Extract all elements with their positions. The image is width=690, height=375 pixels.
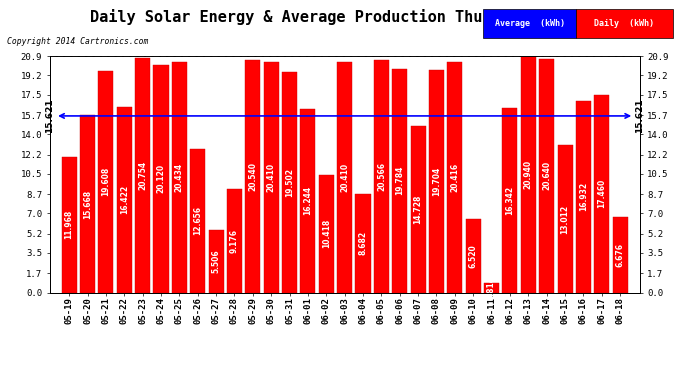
Bar	[484, 283, 499, 292]
Text: 20.566: 20.566	[377, 162, 386, 191]
Text: 0.814: 0.814	[487, 276, 496, 300]
Bar	[190, 150, 205, 292]
Bar	[99, 71, 113, 292]
Text: 20.540: 20.540	[248, 162, 257, 191]
Bar	[466, 219, 481, 292]
Bar	[319, 175, 334, 292]
Text: 10.418: 10.418	[322, 219, 331, 248]
Bar	[264, 62, 279, 292]
Text: Daily  (kWh): Daily (kWh)	[595, 19, 654, 28]
Text: 20.410: 20.410	[267, 163, 276, 192]
Bar	[613, 217, 628, 292]
Text: 13.012: 13.012	[560, 204, 569, 234]
Bar	[502, 108, 518, 292]
Text: 16.244: 16.244	[304, 186, 313, 215]
Bar	[429, 70, 444, 292]
Text: 16.342: 16.342	[506, 186, 515, 215]
Text: 6.520: 6.520	[469, 244, 477, 267]
Bar	[227, 189, 242, 292]
Text: 8.682: 8.682	[359, 231, 368, 255]
Text: 16.422: 16.422	[120, 185, 129, 214]
Text: 19.784: 19.784	[395, 166, 404, 195]
Text: 5.506: 5.506	[212, 250, 221, 273]
Text: 19.502: 19.502	[285, 168, 294, 197]
Text: 11.968: 11.968	[65, 210, 74, 240]
Bar	[61, 157, 77, 292]
Bar	[337, 62, 352, 292]
Bar	[576, 101, 591, 292]
Text: 20.940: 20.940	[524, 160, 533, 189]
Bar	[392, 69, 407, 292]
Text: 19.704: 19.704	[432, 166, 441, 196]
Bar	[411, 126, 426, 292]
Text: Average  (kWh): Average (kWh)	[495, 19, 564, 28]
Text: Copyright 2014 Cartronics.com: Copyright 2014 Cartronics.com	[7, 38, 148, 46]
Text: 9.176: 9.176	[230, 229, 239, 253]
Text: 15.668: 15.668	[83, 189, 92, 219]
Text: 20.434: 20.434	[175, 162, 184, 192]
Bar	[135, 58, 150, 292]
Bar	[447, 62, 462, 292]
Text: 6.676: 6.676	[615, 243, 624, 267]
Text: 20.410: 20.410	[340, 163, 349, 192]
Text: 20.640: 20.640	[542, 161, 551, 190]
Text: Daily Solar Energy & Average Production Thu Jun 19 05:13: Daily Solar Energy & Average Production …	[90, 9, 600, 26]
Text: 16.932: 16.932	[579, 182, 588, 212]
Bar	[282, 72, 297, 292]
Text: 20.120: 20.120	[157, 164, 166, 194]
Bar	[80, 116, 95, 292]
Text: 20.754: 20.754	[138, 160, 147, 190]
Text: 12.656: 12.656	[193, 207, 202, 236]
Bar	[300, 109, 315, 292]
Bar	[208, 230, 224, 292]
Bar	[539, 59, 554, 292]
Bar	[521, 56, 536, 292]
Text: 19.608: 19.608	[101, 167, 110, 196]
Bar	[558, 146, 573, 292]
Text: 15.621: 15.621	[46, 99, 55, 133]
Bar	[355, 194, 371, 292]
Bar	[117, 107, 132, 292]
Text: 20.416: 20.416	[451, 162, 460, 192]
Text: 15.621: 15.621	[635, 99, 644, 133]
Text: 17.460: 17.460	[598, 179, 607, 209]
Bar	[594, 95, 609, 292]
Bar	[172, 62, 187, 292]
Bar	[374, 60, 389, 292]
Bar	[153, 65, 168, 292]
Bar	[245, 60, 260, 292]
Text: 14.728: 14.728	[413, 195, 422, 224]
